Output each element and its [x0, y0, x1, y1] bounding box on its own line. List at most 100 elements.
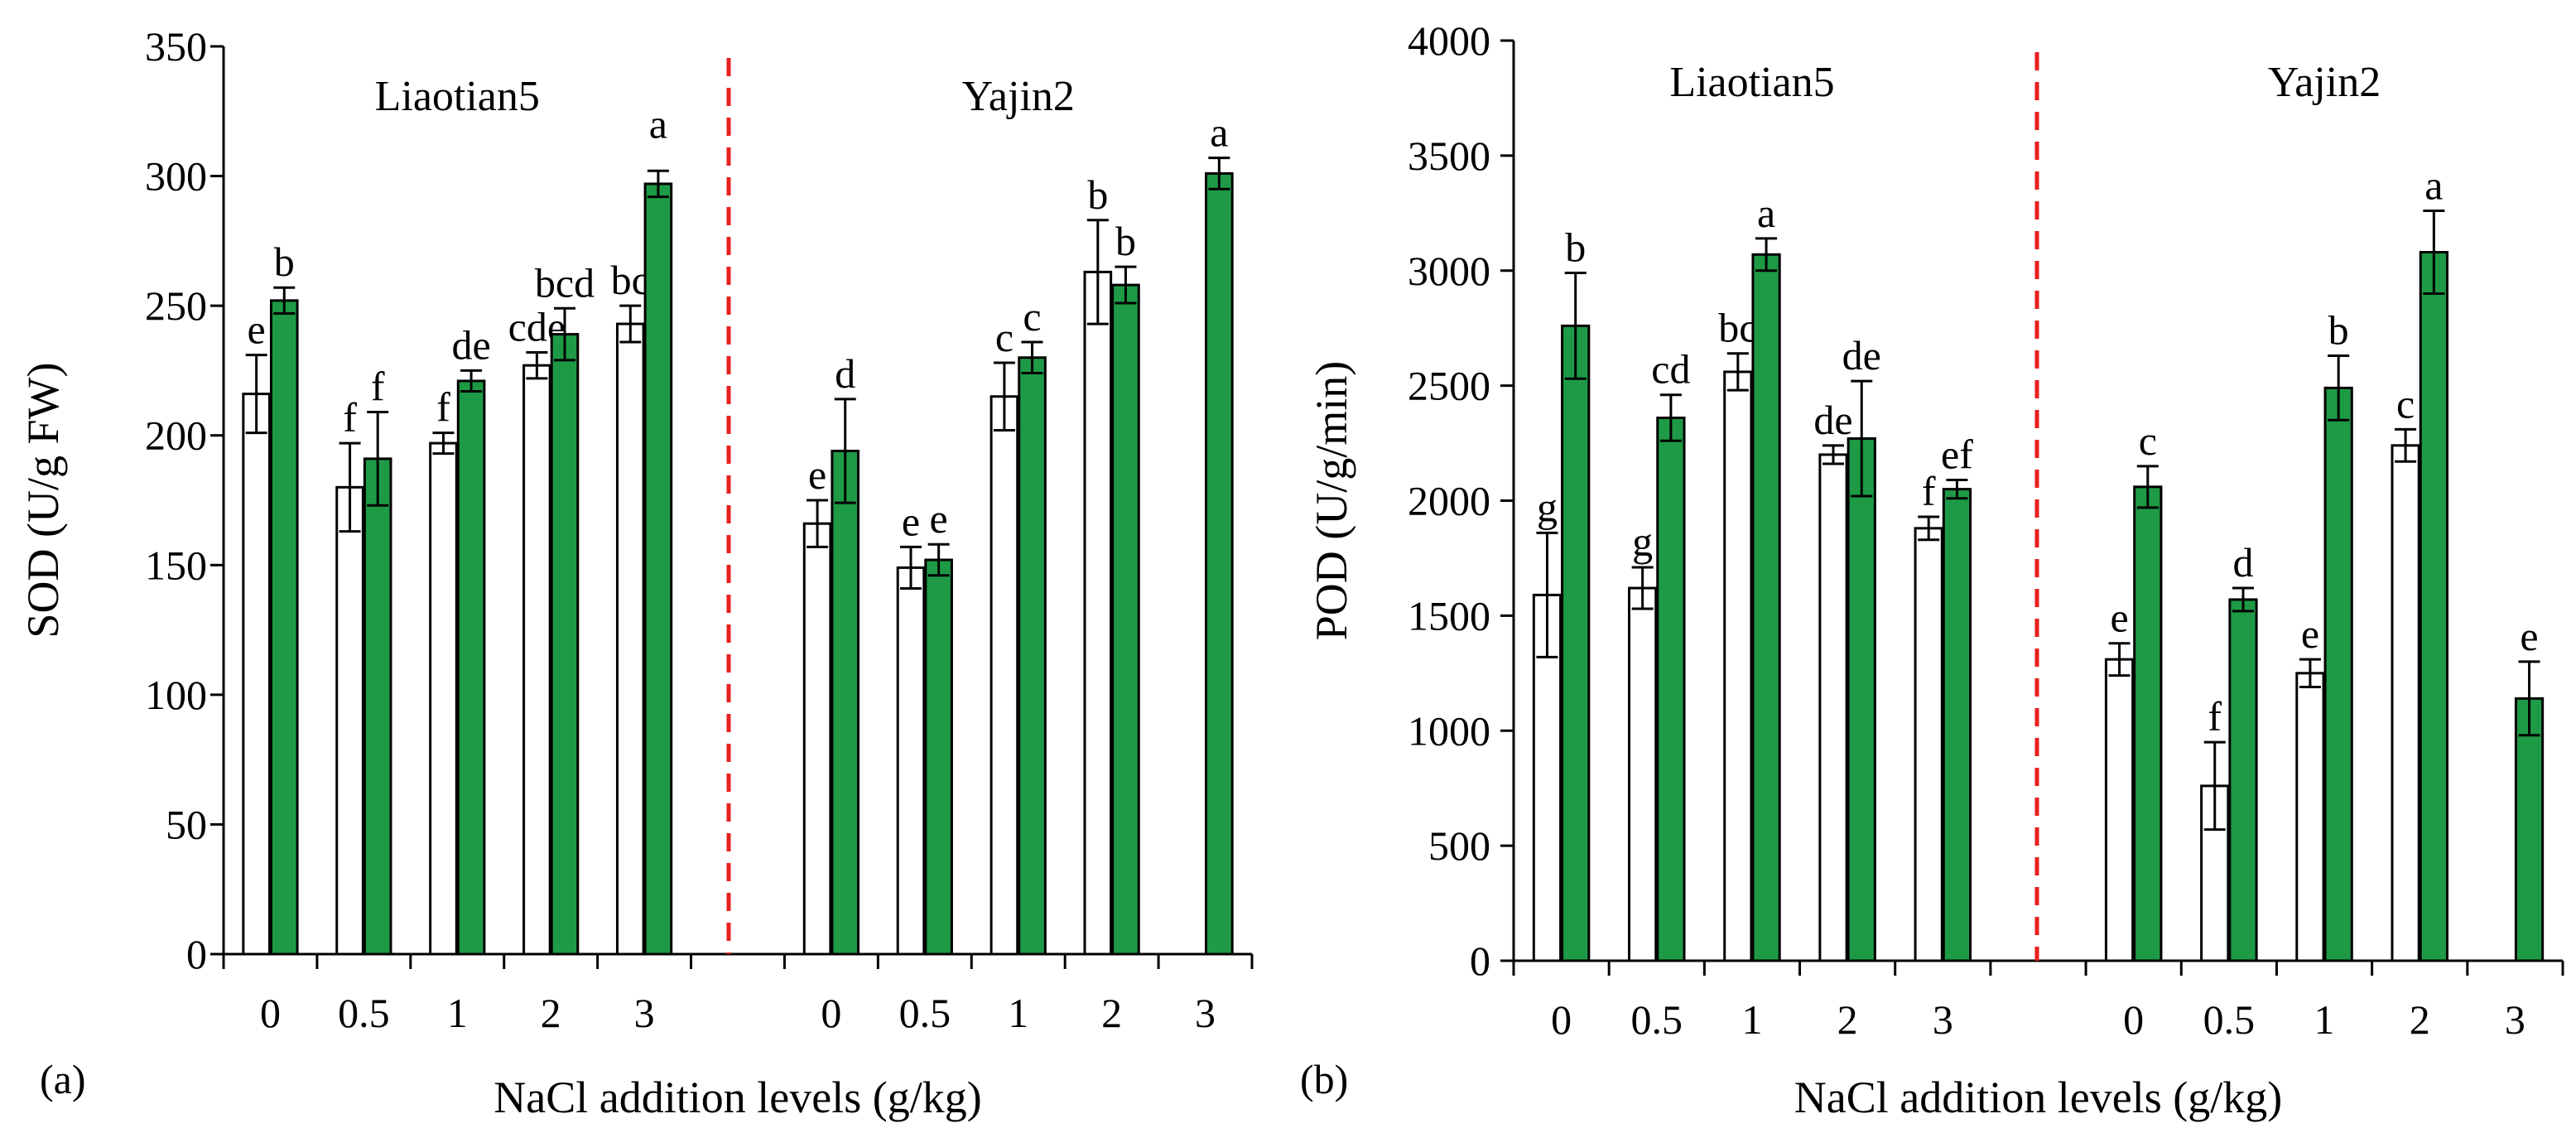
x-category-label: 0	[1551, 996, 1572, 1043]
bar-white	[2295, 672, 2325, 962]
significance-letter: g	[1632, 518, 1653, 565]
significance-letter: f	[1922, 468, 1936, 514]
significance-letter: de	[1813, 397, 1852, 443]
bar-green	[2323, 386, 2353, 962]
bar-white	[522, 364, 551, 956]
significance-letter: b	[274, 239, 295, 285]
bar-white	[1818, 453, 1848, 962]
panel-label: (b)	[1300, 1056, 1348, 1102]
bar-green	[1018, 356, 1047, 956]
y-tick-label: 3500	[1408, 133, 1490, 179]
bar-white	[2391, 444, 2420, 962]
x-category-label: 1	[447, 990, 468, 1036]
significance-letter: e	[2301, 610, 2319, 657]
y-axis-title: POD (U/g/min)	[1307, 361, 1356, 641]
significance-letter: c	[2396, 380, 2415, 427]
significance-letter: c	[2139, 417, 2157, 464]
y-tick-label: 500	[1428, 822, 1490, 869]
significance-letter: a	[649, 100, 667, 147]
group-label: Yajin2	[962, 73, 1075, 120]
y-axis-title: SOD (U/g FW)	[18, 363, 68, 639]
significance-letter: a	[1210, 109, 1228, 156]
bar-green	[456, 379, 486, 956]
significance-letter: e	[808, 451, 826, 498]
y-tick-label: 2000	[1408, 478, 1490, 524]
bar-white	[429, 441, 458, 956]
bar-white	[802, 522, 832, 956]
y-tick-label: 200	[145, 412, 207, 459]
significance-letter: e	[902, 498, 920, 544]
x-category-label: 1	[1008, 990, 1028, 1036]
significance-letter: d	[2232, 539, 2253, 586]
x-category-label: 1	[1741, 996, 1762, 1043]
bar-green	[643, 182, 673, 956]
x-category-label: 2	[1837, 996, 1858, 1043]
bar-white	[989, 395, 1019, 956]
x-category-label: 3	[634, 990, 655, 1036]
bar-white	[1723, 370, 1753, 962]
significance-letter: f	[2208, 693, 2222, 740]
significance-letter: c	[995, 314, 1014, 360]
y-tick-label: 2500	[1408, 363, 1490, 409]
bar-green	[269, 299, 299, 956]
y-tick-label: 150	[145, 542, 207, 588]
significance-letter: g	[1537, 484, 1558, 530]
bar-green	[1656, 417, 1686, 962]
bar-white	[335, 485, 364, 956]
x-category-label: 0.5	[1631, 996, 1683, 1043]
y-tick-label: 4000	[1408, 17, 1490, 64]
y-tick-label: 350	[145, 23, 207, 70]
x-axis-title: NaCl addition levels (g/kg)	[1794, 1073, 2282, 1122]
significance-letter: b	[2328, 307, 2349, 354]
bar-green	[831, 450, 860, 956]
significance-letter: de	[451, 321, 490, 368]
x-category-label: 2	[541, 990, 561, 1036]
bar-green	[1205, 171, 1234, 956]
bar-green	[1942, 488, 1972, 962]
significance-letter: e	[930, 495, 948, 542]
y-tick-label: 1000	[1408, 707, 1490, 754]
significance-letter: e	[248, 306, 266, 353]
bar-green	[2133, 485, 2163, 962]
significance-letter: bc	[611, 257, 650, 303]
y-tick-label: 250	[145, 282, 207, 329]
significance-letter: cd	[1651, 346, 1690, 393]
bar-white	[1083, 270, 1113, 956]
bar-green	[1847, 437, 1876, 962]
bar-green	[1111, 283, 1140, 956]
y-tick-label: 0	[186, 931, 207, 977]
x-category-label: 0.5	[2203, 996, 2256, 1043]
y-tick-label: 50	[166, 801, 207, 847]
significance-letter: de	[1842, 332, 1881, 378]
bar-green	[2228, 598, 2258, 962]
bar-green	[2419, 251, 2448, 962]
significance-letter: e	[2110, 595, 2128, 641]
x-category-label: 0	[2123, 996, 2144, 1043]
significance-letter: ef	[1941, 432, 1973, 478]
significance-letter: d	[835, 350, 855, 397]
x-category-label: 0.5	[338, 990, 390, 1036]
x-category-label: 1	[2314, 996, 2335, 1043]
significance-letter: e	[2520, 613, 2538, 659]
significance-letter: a	[1757, 190, 1775, 236]
significance-letter: f	[436, 384, 450, 431]
y-tick-label: 3000	[1408, 248, 1490, 294]
pod-chart-panel: 0 500 1000 1500 2000 2500 3000 3500 4000 POD (U/g…	[1300, 17, 2564, 1122]
bar-green	[924, 558, 953, 956]
x-category-label: 0	[821, 990, 841, 1036]
bar-white	[896, 566, 926, 956]
bar-green	[363, 457, 392, 956]
bar-white	[1914, 527, 1943, 962]
significance-letter: b	[1565, 224, 1586, 271]
x-axis-title: NaCl addition levels (g/kg)	[494, 1073, 981, 1122]
bar-green	[1751, 253, 1781, 962]
y-tick-label: 100	[145, 672, 207, 718]
x-category-label: 0.5	[899, 990, 951, 1036]
group-label: Liaotian5	[1669, 59, 1834, 106]
bar-green	[1561, 324, 1591, 962]
x-category-label: 3	[2505, 996, 2525, 1043]
significance-letter: bc	[1718, 305, 1757, 351]
bar-green	[550, 333, 580, 956]
x-category-label: 2	[1101, 990, 1122, 1036]
